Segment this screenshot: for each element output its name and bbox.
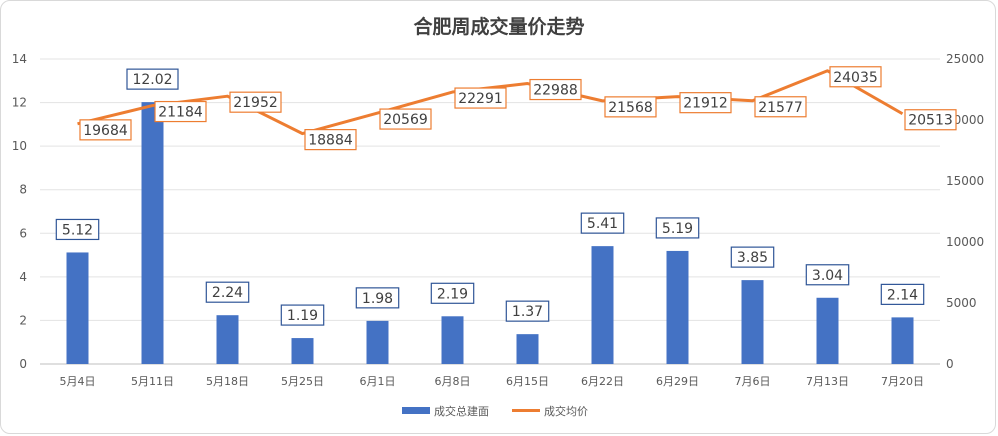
bar-data-label: 3.04: [812, 268, 843, 284]
y-left-tick-label: 14: [12, 52, 27, 66]
y-left-tick-label: 6: [19, 226, 27, 240]
line-data-label: 21912: [683, 96, 728, 112]
bar-data-label-box: [505, 300, 550, 322]
x-tick-label: 5月11日: [131, 375, 174, 388]
x-tick-label: 7月20日: [881, 375, 924, 388]
bar-data-label-box: [805, 264, 850, 286]
y-right-tick-label: 5000: [946, 296, 977, 310]
x-tick-label: 6月1日: [360, 375, 396, 388]
bar-data-label-box: [655, 217, 700, 239]
bar: [441, 316, 464, 364]
left-axis: 0 2 4 6 8 10 12 14: [12, 52, 27, 371]
line-data-label-box: [454, 87, 507, 109]
y-right-tick-label: 25000: [946, 52, 984, 66]
bar: [516, 334, 539, 364]
y-left-tick-label: 12: [12, 96, 27, 110]
legend-label-bar: 成交总建面: [434, 404, 489, 418]
y-left-tick-label: 2: [19, 313, 27, 327]
chart-title: 合肥周成交量价走势: [413, 15, 584, 38]
line-data-label: 18884: [308, 133, 353, 149]
bar: [891, 317, 914, 364]
bar-data-label-box: [880, 283, 925, 305]
x-tick-label: 6月22日: [581, 375, 624, 388]
bar: [741, 280, 764, 364]
line-data-label: 19684: [83, 123, 128, 139]
bar-data-label-box: [355, 287, 400, 309]
bar-data-label-box: [580, 212, 625, 234]
y-left-tick-label: 4: [19, 270, 27, 284]
bar-data-label-box: [55, 218, 100, 241]
bar-data-label: 3.85: [737, 250, 768, 266]
line-data-label-box: [379, 108, 432, 130]
y-right-tick-label: 10000: [946, 235, 984, 249]
bar-data-label: 5.41: [587, 216, 618, 232]
bar-data-label: 1.98: [362, 291, 393, 307]
line-data-label: 21577: [758, 100, 803, 116]
bar: [66, 252, 89, 364]
x-tick-label: 6月29日: [656, 375, 699, 388]
legend: 成交总建面 成交均价: [402, 404, 588, 418]
line-data-label-box: [904, 109, 957, 131]
line-data-label: 21184: [158, 105, 203, 121]
bar-series: [66, 102, 914, 364]
bar-data-label: 5.12: [62, 222, 93, 238]
gridlines: [40, 58, 940, 365]
bar-data-label: 2.19: [437, 286, 468, 302]
line-data-label-box: [604, 96, 657, 118]
y-left-tick-label: 10: [12, 139, 27, 153]
bar: [141, 102, 164, 364]
bar-data-label: 2.14: [887, 287, 918, 303]
bar-data-label-box: [280, 304, 325, 326]
line-data-label: 21568: [608, 100, 653, 116]
line-data-label: 21952: [233, 95, 278, 111]
line-data-label-box: [79, 119, 132, 141]
data-labels: 5.12 12.02 2.24 1.19 1.98 2.19 1.37 5.41 5.19 3.8…: [55, 66, 957, 326]
line-data-label-box: [679, 92, 732, 114]
x-tick-label: 7月13日: [806, 375, 849, 388]
y-left-tick-label: 0: [19, 357, 27, 371]
bar: [591, 246, 614, 364]
bar-data-label-box: [730, 246, 775, 268]
y-right-tick-label: 15000: [946, 174, 984, 188]
bar: [666, 250, 689, 364]
bar-data-label: 1.37: [512, 304, 543, 320]
bar-data-label-box: [430, 282, 475, 304]
line-data-label-box: [754, 96, 807, 118]
line-data-label-box: [529, 78, 582, 101]
bar-data-label-box: [205, 281, 250, 303]
line-data-label: 22291: [458, 91, 503, 107]
bar: [291, 338, 314, 364]
bar-data-label: 5.19: [662, 221, 693, 237]
bar-data-label-box: [126, 68, 179, 90]
line-data-label: 24035: [833, 70, 878, 86]
legend-label-line: 成交均价: [544, 404, 588, 418]
line-data-label-box: [229, 91, 282, 113]
bar: [816, 297, 839, 364]
line-data-label: 20513: [908, 113, 953, 129]
bar-data-label: 2.24: [212, 285, 243, 301]
x-tick-label: 5月18日: [206, 375, 249, 388]
x-tick-label: 7月6日: [735, 375, 771, 388]
line-data-label: 20569: [383, 112, 428, 128]
line-data-label-box: [829, 66, 882, 88]
legend-swatch-bar: [402, 407, 430, 414]
x-tick-label: 5月4日: [60, 375, 96, 388]
line-data-label: 22988: [533, 83, 578, 99]
x-tick-label: 5月25日: [281, 375, 324, 388]
bar-data-label: 1.19: [287, 308, 318, 324]
x-tick-label: 6月15日: [506, 375, 549, 388]
bar: [366, 320, 389, 364]
y-left-tick-label: 8: [19, 183, 27, 197]
x-axis: 5月4日 5月11日 5月18日 5月25日 6月1日 6月8日 6月15日 6月22日 6月2…: [60, 375, 925, 388]
bar: [216, 315, 239, 364]
bar-data-label: 12.02: [132, 72, 172, 88]
line-data-label-box: [304, 129, 357, 151]
y-right-tick-label: 0: [946, 357, 954, 371]
x-tick-label: 6月8日: [435, 375, 471, 388]
line-data-label-box: [154, 100, 207, 123]
